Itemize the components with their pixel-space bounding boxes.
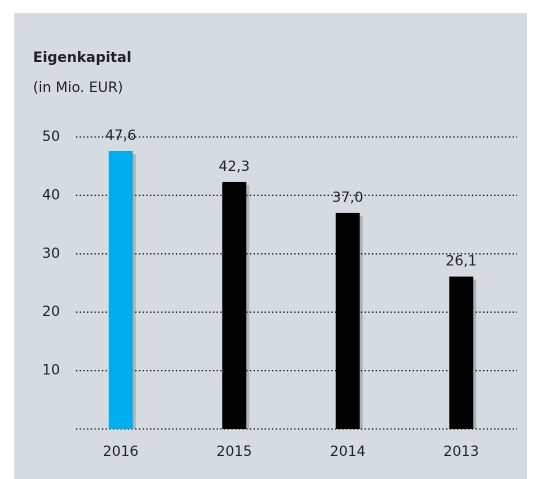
- y-tick-label: 10: [42, 363, 60, 379]
- chart-subtitle: (in Mio. EUR): [33, 80, 123, 96]
- value-label: 47,6: [105, 128, 136, 144]
- x-tick-label: 2014: [330, 444, 366, 460]
- x-tick-label: 2015: [216, 444, 252, 460]
- y-tick-label: 20: [42, 304, 60, 320]
- value-label: 37,0: [332, 190, 363, 206]
- value-label: 26,1: [446, 254, 477, 270]
- bar: [335, 212, 360, 429]
- bar: [222, 181, 247, 429]
- y-tick-label: 40: [42, 187, 60, 203]
- chart-title: Eigenkapital: [33, 50, 131, 66]
- x-tick-label: 2016: [103, 444, 139, 460]
- x-tick-label: 2013: [443, 444, 479, 460]
- bar: [108, 151, 133, 430]
- chart-background: [14, 13, 527, 479]
- bar: [449, 276, 474, 429]
- value-label: 42,3: [219, 159, 250, 175]
- y-tick-label: 50: [42, 129, 60, 145]
- y-tick-label: 30: [42, 246, 60, 262]
